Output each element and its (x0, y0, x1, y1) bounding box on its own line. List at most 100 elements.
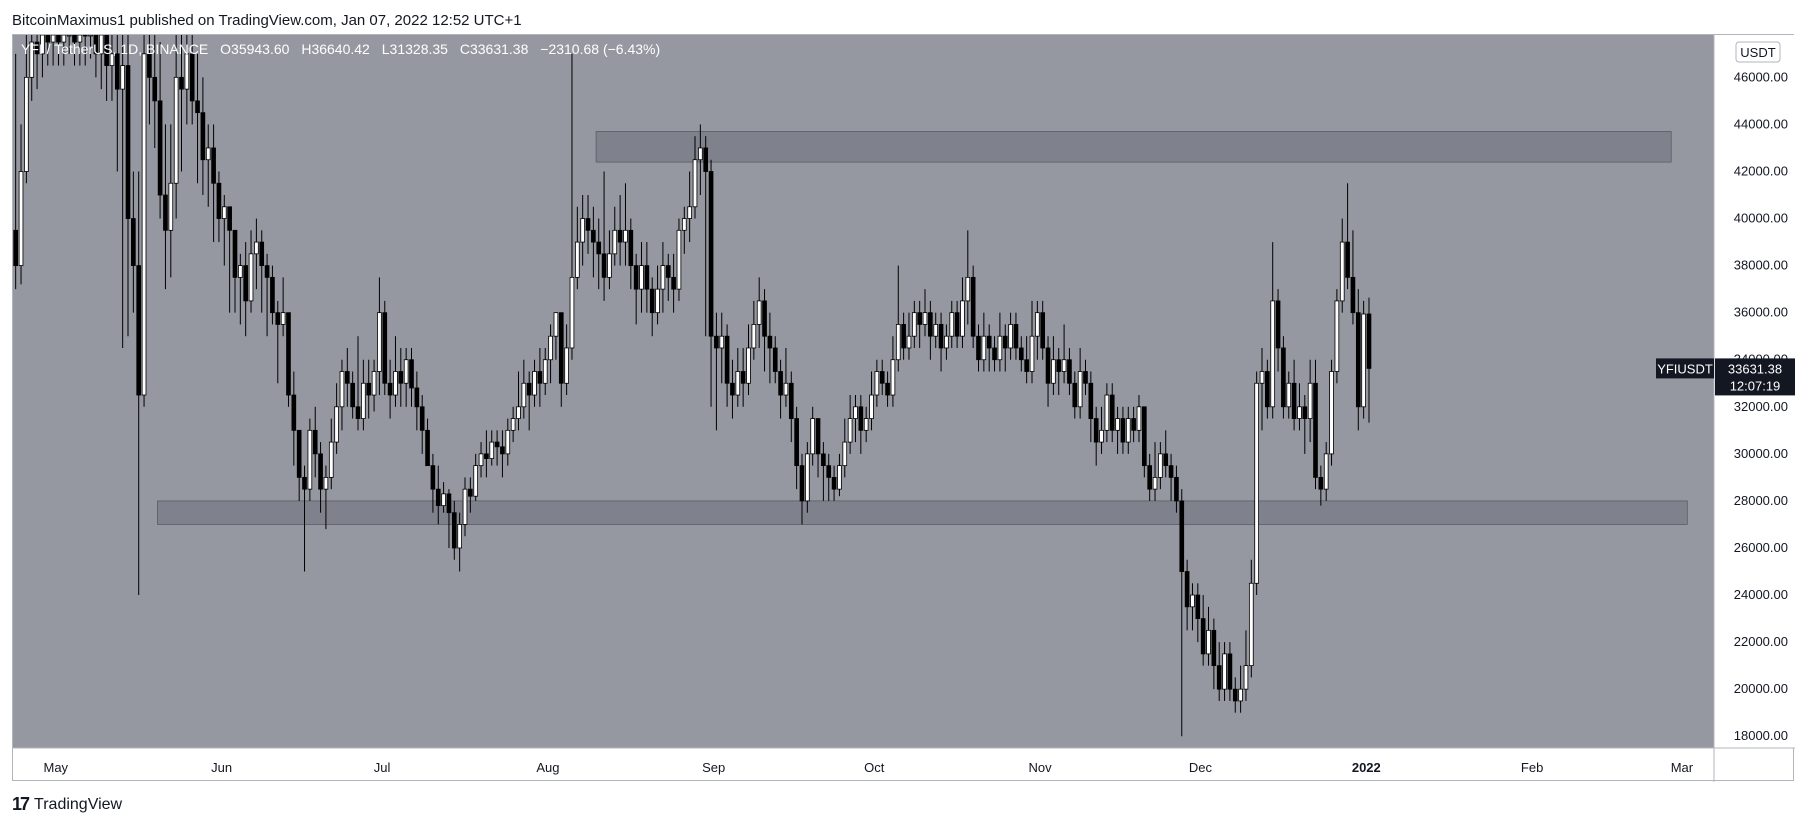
candle-bear (179, 76, 184, 90)
candle-bull (40, 35, 45, 55)
candle-bear (970, 276, 976, 337)
candle-bear (425, 429, 430, 467)
candle-bull (1361, 313, 1366, 408)
candles-layer (13, 35, 1372, 737)
candle-bull (612, 229, 618, 255)
candle-bear (500, 446, 505, 455)
candle-bear (767, 335, 773, 349)
candle-bear (419, 406, 425, 431)
candle-bear (724, 335, 730, 384)
candle-bull (756, 300, 762, 325)
candle-bull (1270, 300, 1276, 408)
candle-bull (1190, 594, 1195, 608)
candle-bear (1265, 371, 1270, 408)
time-tick-label: Dec (1189, 760, 1213, 775)
candle-bear (82, 35, 88, 37)
candle-bear (1227, 653, 1233, 690)
candle-bull (1152, 476, 1158, 490)
candle-bear (1302, 406, 1308, 419)
candle-bull (361, 382, 366, 419)
candle-bear (136, 265, 142, 396)
candle-bull (462, 488, 468, 525)
candle-bear (216, 182, 222, 219)
candle-bear (275, 312, 281, 325)
candle-bull (863, 418, 869, 431)
candle-bear (1002, 335, 1008, 349)
candle-bull (441, 493, 446, 507)
candle-bear (858, 406, 864, 431)
time-tick-label: May (44, 760, 69, 775)
legend-symbol: YFI / TetherUS, 1D, BINANCE (21, 41, 208, 57)
candle-bull (1248, 582, 1254, 667)
candle-bear (1216, 665, 1222, 690)
candle-bear (147, 53, 152, 78)
candle-bull (735, 371, 741, 396)
time-tick-label: Sep (702, 760, 725, 775)
candle-bull (853, 406, 858, 419)
candle-bull (18, 171, 24, 267)
candle-bear (665, 265, 671, 278)
candle-bear (826, 465, 832, 478)
candle-bull (1099, 429, 1104, 443)
candle-bear (772, 347, 778, 372)
candle-bear (992, 347, 997, 361)
candle-bull (328, 441, 334, 478)
candle-bear (671, 276, 676, 290)
tradingview-footer[interactable]: 17 TradingView (12, 794, 122, 815)
price-tick-label: 40000.00 (1734, 211, 1788, 226)
candle-bear (1045, 347, 1051, 384)
publication-header: BitcoinMaximus1 published on TradingView… (12, 12, 522, 29)
candle-bull (478, 453, 484, 467)
price-tick-label: 36000.00 (1734, 305, 1788, 320)
candle-bull (1259, 371, 1265, 384)
candle-bull (403, 359, 409, 384)
candle-bull (1334, 300, 1340, 372)
candle-bull (895, 324, 901, 361)
candle-bear (831, 476, 837, 490)
candle-bull (949, 312, 955, 337)
candle-bear (708, 171, 714, 337)
candle-bull (98, 35, 104, 55)
candle-bull (676, 229, 682, 290)
candle-bear (1211, 629, 1217, 667)
candle-bear (398, 371, 404, 384)
candle-bear (291, 394, 297, 431)
candle-bear (628, 229, 634, 267)
candle-bull (906, 335, 912, 349)
candle-bull (623, 229, 628, 243)
candle-bear (1072, 382, 1078, 408)
candle-bull (553, 312, 559, 337)
candle-bull (50, 35, 56, 43)
time-axis[interactable]: May Jun Jul Aug Sep Oct Nov Dec 2022 Feb Mar (44, 760, 1694, 775)
time-tick-label: Feb (1521, 760, 1543, 775)
legend: YFI / TetherUS, 1D, BINANCE O35943.60 H3… (21, 41, 660, 57)
price-tick-label: 38000.00 (1734, 258, 1788, 273)
candle-bear (938, 324, 944, 349)
candle-bull (66, 35, 72, 37)
legend-high-value: 36640.42 (311, 41, 370, 57)
candle-bear (157, 100, 163, 196)
candle-bull (719, 335, 725, 349)
candle-bear (259, 241, 265, 267)
candle-bear (644, 265, 650, 290)
candle-bear (788, 382, 794, 419)
candle-bull (944, 335, 949, 349)
candle-bear (1200, 618, 1206, 655)
currency-button[interactable]: USDT (1735, 41, 1781, 63)
candle-bear (1141, 406, 1147, 467)
price-axis[interactable]: 46000.00 44000.00 42000.00 40000.00 38000.00… (1734, 69, 1788, 743)
legend-high-label: H (301, 41, 311, 57)
candle-bull (307, 429, 313, 490)
currency-label: USDT (1740, 45, 1775, 60)
candle-bear (131, 218, 136, 267)
candle-bear (1040, 312, 1046, 349)
candle-bear (264, 265, 270, 278)
candle-bull (1254, 382, 1259, 584)
candle-bear (451, 512, 457, 549)
time-tick-label: Jun (211, 760, 232, 775)
candle-bull (1051, 359, 1056, 384)
candle-bear (189, 53, 195, 102)
candlestick-chart[interactable]: 46000.00 44000.00 42000.00 40000.00 38000.00… (13, 35, 1795, 782)
chart-frame[interactable]: 46000.00 44000.00 42000.00 40000.00 38000.00… (12, 34, 1795, 782)
candle-bull (1307, 382, 1313, 419)
